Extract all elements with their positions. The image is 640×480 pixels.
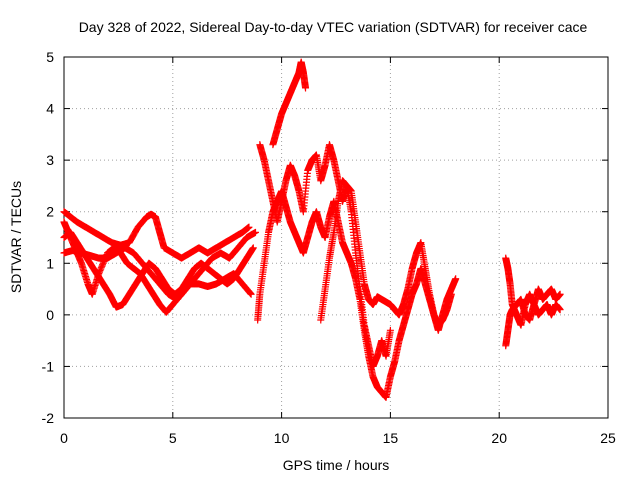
data-point <box>98 262 106 270</box>
data-point <box>251 228 259 236</box>
data-point <box>99 259 107 267</box>
x-tick-label: 10 <box>274 430 290 446</box>
y-tick-label: 4 <box>46 101 54 117</box>
data-point <box>95 270 103 278</box>
y-tick-labels: -2 -1 0 1 2 3 4 5 <box>42 49 55 426</box>
data-point <box>556 290 564 298</box>
chart-title: Day 328 of 2022, Sidereal Day-to-day VTE… <box>79 19 588 35</box>
x-tick-label: 15 <box>383 430 399 446</box>
y-tick-label: 1 <box>46 255 54 271</box>
series-track-i <box>502 254 564 329</box>
data-point <box>99 261 107 269</box>
y-tick-label: 0 <box>46 307 54 323</box>
x-tick-label: 20 <box>491 430 507 446</box>
y-tick-label: 3 <box>46 152 54 168</box>
data-point <box>95 268 103 276</box>
data-point <box>96 267 104 275</box>
axis-ticks <box>63 56 609 419</box>
series-track-h <box>317 177 394 370</box>
data-point <box>102 253 110 261</box>
x-tick-labels: 0 5 10 15 20 25 <box>60 430 616 446</box>
data-point <box>246 289 254 297</box>
series-track-j <box>502 295 564 350</box>
y-tick-label: -1 <box>42 358 55 374</box>
data-point <box>447 290 455 298</box>
data-point <box>249 244 257 252</box>
data-point <box>97 265 105 273</box>
x-axis-label: GPS time / hours <box>283 457 390 473</box>
data-point <box>386 326 394 334</box>
data-point <box>245 223 253 231</box>
x-tick-label: 5 <box>169 430 177 446</box>
data-point <box>97 264 105 272</box>
x-tick-label: 0 <box>60 430 68 446</box>
data-point <box>302 84 310 92</box>
y-tick-label: -2 <box>42 410 55 426</box>
y-tick-label: 2 <box>46 204 54 220</box>
series-track-f <box>254 187 455 401</box>
data-point <box>247 290 255 298</box>
y-axis-label: SDTVAR / TECUs <box>8 181 24 293</box>
series-track-d <box>60 218 255 316</box>
data-point <box>556 306 564 314</box>
data-point <box>247 289 255 297</box>
data-point <box>452 275 460 283</box>
y-tick-label: 5 <box>46 49 54 65</box>
x-tick-label: 25 <box>600 430 616 446</box>
data-point <box>100 256 108 264</box>
data-point <box>100 258 108 266</box>
data-points <box>60 58 564 401</box>
series-track-g <box>269 58 310 149</box>
data-point <box>101 255 109 263</box>
data-point <box>102 252 110 260</box>
